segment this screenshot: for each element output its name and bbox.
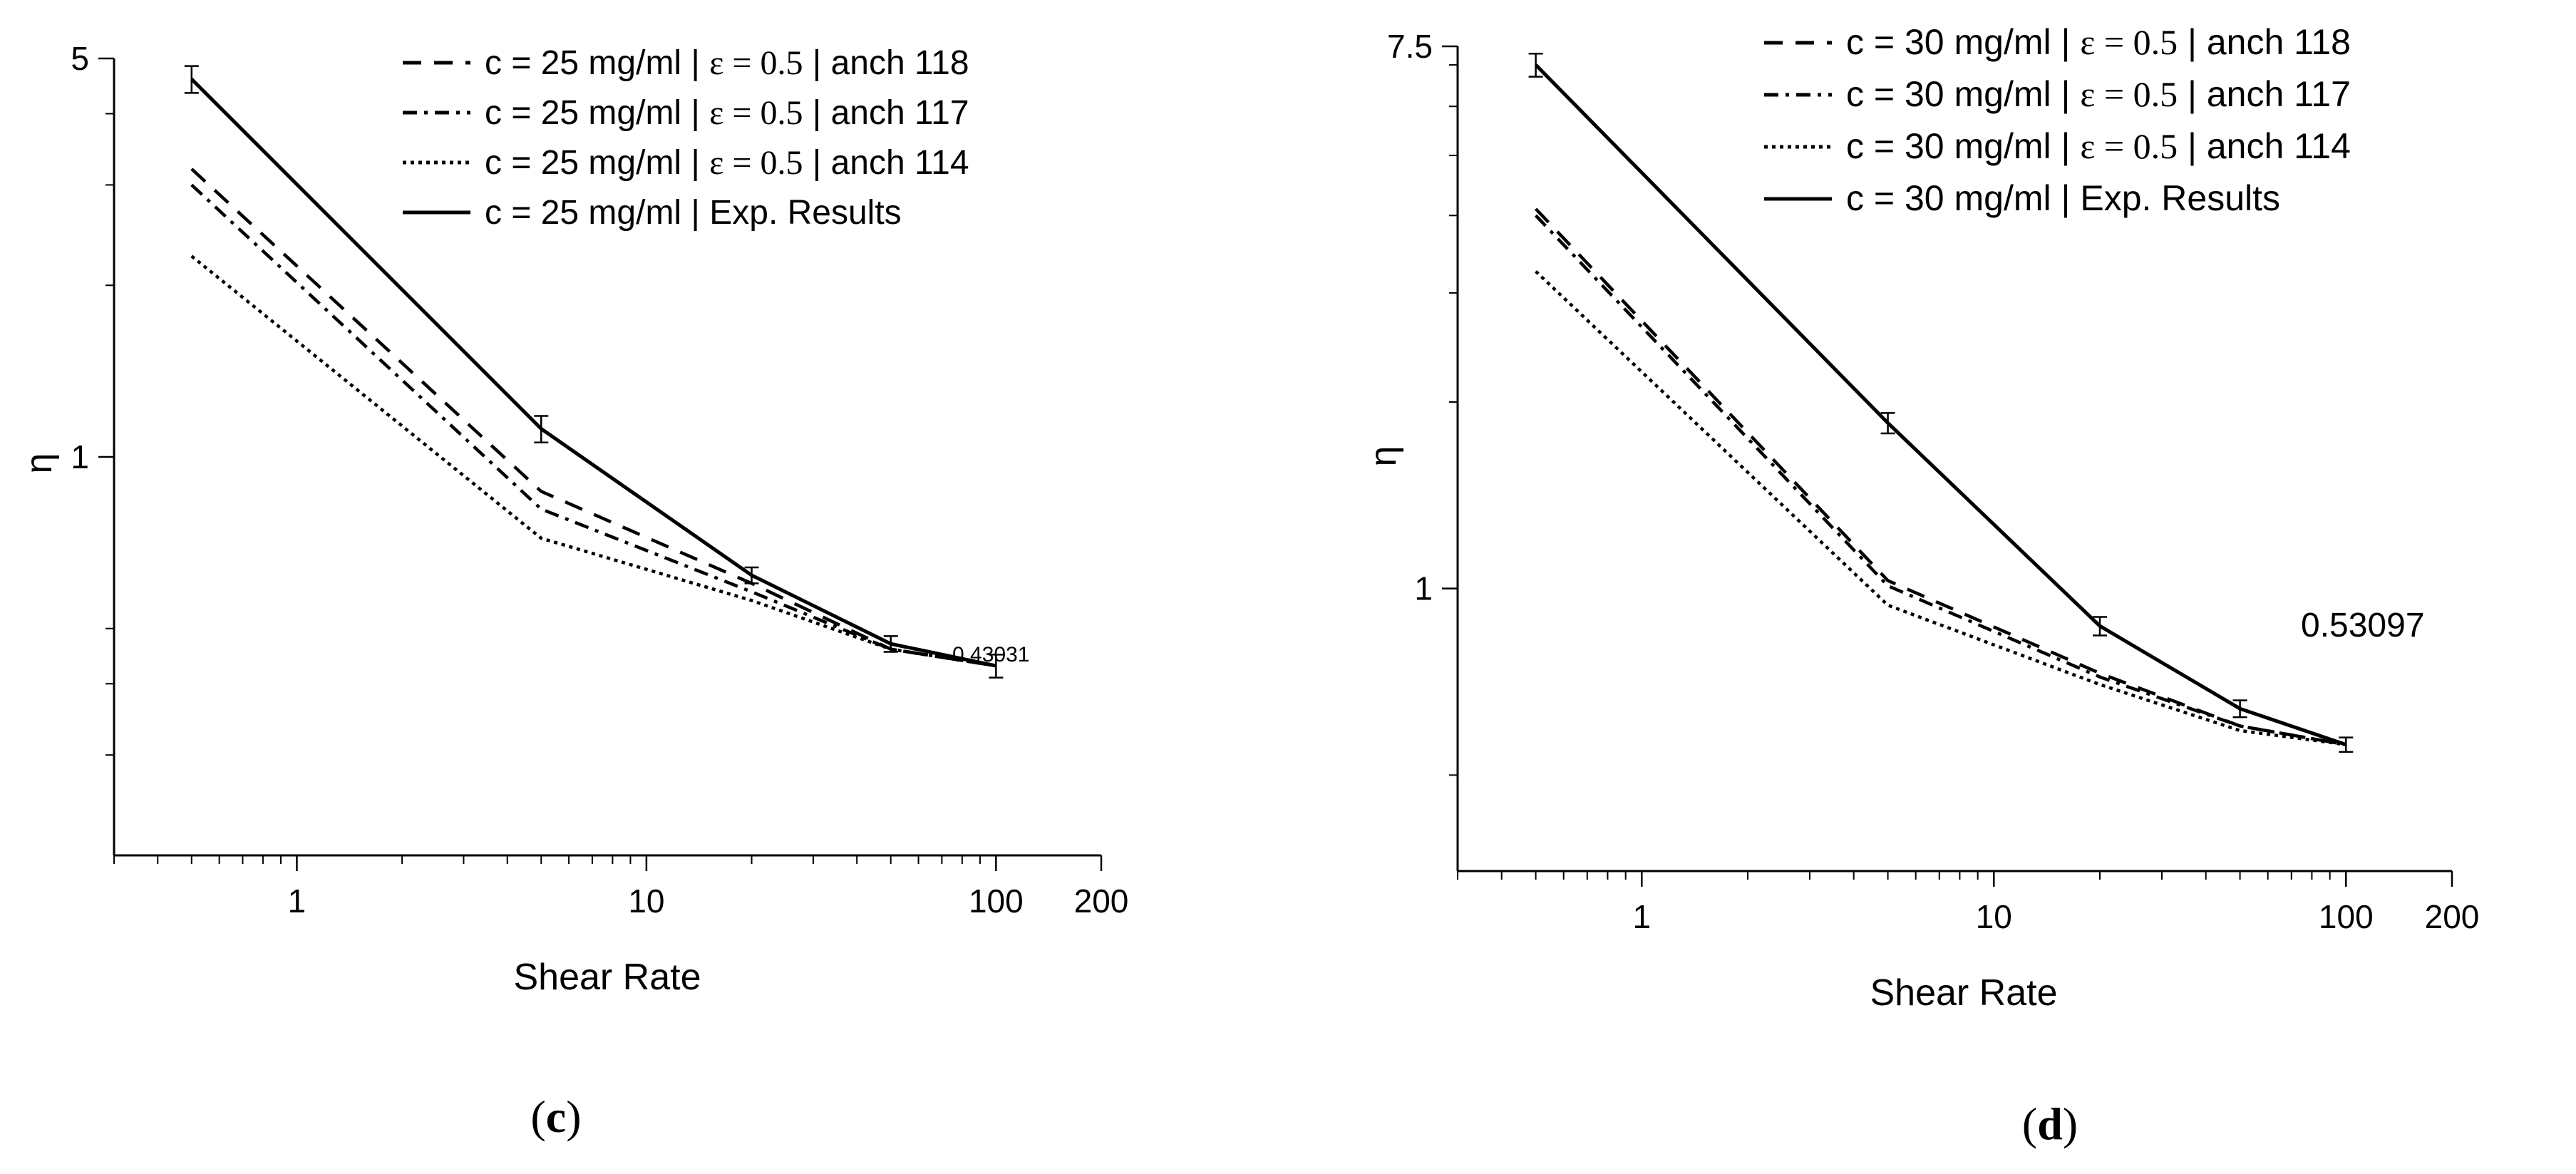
legend-label: c = 30 mg/ml | Exp. Results: [1846, 178, 2280, 218]
error-bar: [1880, 412, 1895, 435]
y-tick-label: 7.5: [1387, 28, 1433, 65]
error-bar: [184, 65, 199, 94]
panel-c-legend: c = 25 mg/ml | ε = 0.5 | anch 118 c = 25 …: [403, 44, 969, 232]
error-bar: [534, 415, 549, 444]
legend-item: c = 30 mg/ml | Exp. Results: [1764, 178, 2280, 218]
series-line-dotted: [1535, 270, 2346, 746]
legend-label: c = 25 mg/ml | ε = 0.5 | anch 118: [485, 44, 969, 82]
x-tick-label: 10: [1976, 898, 2012, 935]
panel-d-series: [1528, 52, 2354, 753]
panel-d-y-axis-label: η: [1363, 446, 1404, 467]
panel-d-label: (d): [2022, 1098, 2078, 1149]
x-tick-label: 200: [1074, 882, 1129, 920]
y-tick-label: 5: [71, 40, 89, 77]
legend-item: c = 25 mg/ml | ε = 0.5 | anch 118: [403, 44, 969, 82]
x-tick-label: 10: [628, 882, 664, 920]
panel-c-annotation: 0.43031: [952, 643, 1029, 666]
error-bar: [2339, 736, 2354, 753]
error-bar: [989, 654, 1004, 679]
series-line-dotted: [190, 254, 996, 668]
panel-d-annotation: 0.53097: [2301, 607, 2425, 644]
panel-d-x-ticks: 1 10 100 200: [1457, 871, 2480, 935]
error-bar: [2232, 699, 2247, 719]
legend-item: c = 30 mg/ml | ε = 0.5 | anch 117: [1764, 74, 2351, 114]
error-bar: [2093, 616, 2108, 637]
series-line-dashed: [1534, 207, 2346, 746]
series-line-dashdot: [190, 183, 996, 668]
series-line-dashdot: [1534, 214, 2346, 746]
x-tick-label: 100: [969, 882, 1024, 920]
legend-item: c = 30 mg/ml | ε = 0.5 | anch 114: [1764, 126, 2351, 166]
panel-c-label: (c): [530, 1091, 581, 1142]
legend-label: c = 25 mg/ml | Exp. Results: [485, 194, 902, 232]
x-tick-label: 1: [288, 882, 306, 920]
panel-c-x-axis-label: Shear Rate: [513, 957, 701, 998]
x-tick-label: 100: [2319, 898, 2374, 935]
panel-c-y-ticks: 15: [71, 40, 114, 756]
error-bar: [883, 635, 898, 653]
error-bar: [744, 566, 759, 585]
legend-item: c = 25 mg/ml | ε = 0.5 | anch 117: [403, 94, 969, 132]
x-tick-label: 200: [2425, 898, 2480, 935]
panel-d: 1 10 100 200 17.5 Shear Rate η 0.53097 c = …: [1363, 22, 2479, 1149]
panel-c-y-axis-label: η: [19, 453, 60, 474]
legend-label: c = 25 mg/ml | ε = 0.5 | anch 117: [485, 94, 969, 132]
panel-d-legend: c = 30 mg/ml | ε = 0.5 | anch 118 c = 30 …: [1764, 22, 2351, 218]
y-tick-label: 1: [71, 438, 89, 475]
panel-c: 1 10 100 200 15 Shear Rate η 0.43031 c = 25…: [19, 40, 1128, 1142]
panel-d-y-ticks: 17.5: [1387, 28, 1458, 776]
legend-item: c = 25 mg/ml | ε = 0.5 | anch 114: [403, 144, 969, 182]
series-line-dashed: [190, 168, 996, 668]
legend-item: c = 30 mg/ml | ε = 0.5 | anch 118: [1764, 22, 2351, 62]
series-line-solid: [1534, 63, 2347, 746]
legend-label: c = 30 mg/ml | ε = 0.5 | anch 118: [1846, 22, 2351, 62]
legend-item: c = 25 mg/ml | Exp. Results: [403, 194, 902, 232]
legend-label: c = 25 mg/ml | ε = 0.5 | anch 114: [485, 144, 969, 182]
panel-c-series: [184, 65, 1004, 679]
legend-label: c = 30 mg/ml | ε = 0.5 | anch 117: [1846, 74, 2351, 114]
y-tick-label: 1: [1414, 570, 1433, 607]
legend-label: c = 30 mg/ml | ε = 0.5 | anch 114: [1846, 126, 2351, 166]
x-tick-label: 1: [1633, 898, 1652, 935]
error-bar: [1528, 52, 1543, 78]
panel-d-axes: [1456, 46, 2452, 872]
panel-d-x-axis-label: Shear Rate: [1870, 972, 2057, 1014]
panel-c-x-ticks: 1 10 100 200: [113, 855, 1129, 920]
